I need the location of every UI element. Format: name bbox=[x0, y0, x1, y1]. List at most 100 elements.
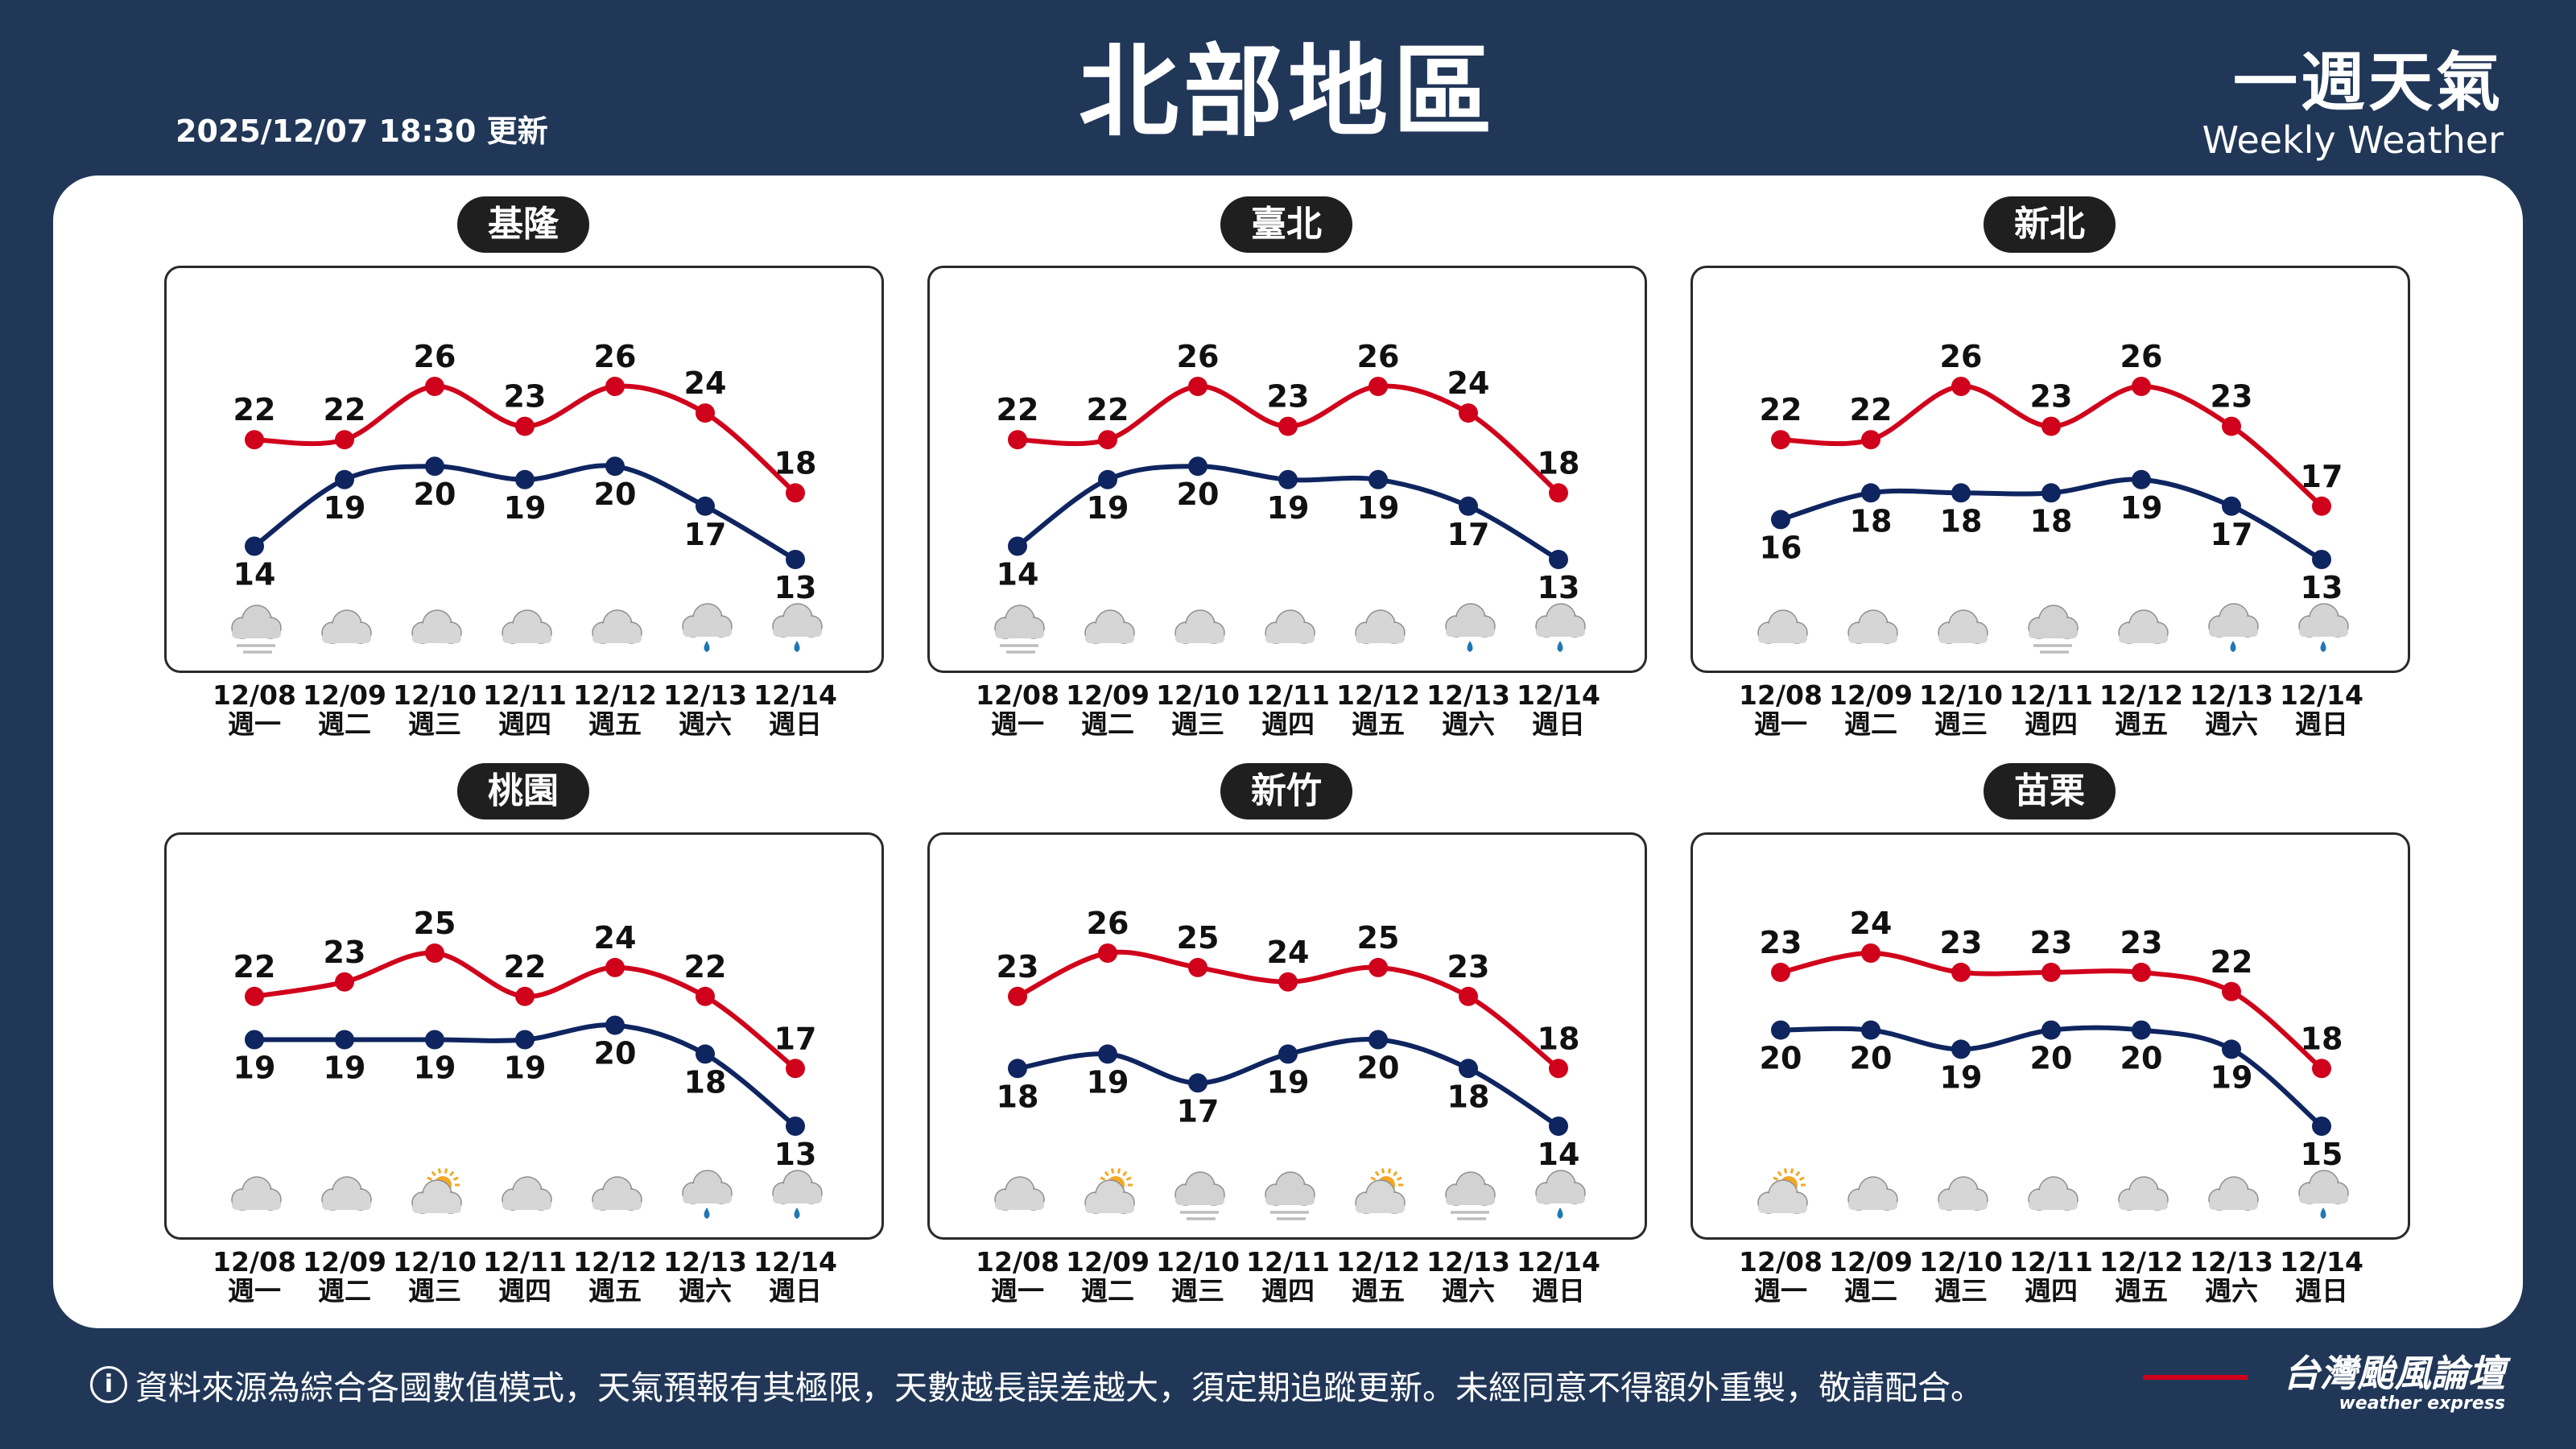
page-title: 北部地區 bbox=[1078, 35, 1497, 151]
rain-icon bbox=[772, 1170, 823, 1219]
low-temp-point bbox=[245, 1030, 264, 1050]
cloudy-icon bbox=[1265, 609, 1315, 644]
cloudy-icon bbox=[1847, 609, 1898, 644]
date-label: 12/13 bbox=[2190, 1246, 2273, 1278]
weekday-label: 週日 bbox=[2295, 708, 2348, 740]
low-temp-point bbox=[2132, 469, 2151, 489]
low-temp-point bbox=[1459, 496, 1478, 516]
day-label: 12/11 週四 bbox=[1240, 681, 1336, 739]
high-temp-label: 26 bbox=[414, 339, 456, 374]
date-label: 12/14 bbox=[1517, 1246, 1600, 1278]
low-temp-label: 19 bbox=[1940, 1059, 1983, 1095]
weekday-label: 週三 bbox=[1171, 1275, 1224, 1307]
temperature-chart: 22 22 26 23 26 24 18 14 19 20 19 20 17 13 bbox=[231, 339, 823, 654]
day-label: 12/12 週五 bbox=[567, 1248, 663, 1306]
weekday-label: 週五 bbox=[2115, 1275, 2168, 1307]
low-temp-point bbox=[2041, 483, 2061, 503]
footer-notice: i 資料來源為綜合各國數值模式，天氣預報有其極限，天數越長誤差越大，須定期追蹤更新… bbox=[90, 1360, 1984, 1409]
weekday-label: 週四 bbox=[498, 1275, 551, 1307]
high-temp-label: 18 bbox=[2301, 1021, 2343, 1056]
day-label: 12/12 週五 bbox=[2093, 1248, 2190, 1306]
high-temp-point bbox=[245, 430, 264, 450]
weekday-label: 週一 bbox=[1754, 1275, 1807, 1307]
date-label: 12/11 bbox=[2009, 1246, 2093, 1278]
low-temp-point bbox=[515, 469, 535, 489]
cloudy-icon bbox=[2118, 1176, 2169, 1211]
low-temp-point bbox=[2312, 550, 2331, 569]
day-label: 12/13 週六 bbox=[1420, 681, 1517, 739]
high-temp-label: 26 bbox=[1940, 339, 1983, 374]
low-temp-label: 16 bbox=[1760, 530, 1802, 565]
day-label: 12/08 週一 bbox=[969, 1248, 1066, 1306]
date-label: 12/08 bbox=[976, 679, 1059, 711]
low-temp-label: 19 bbox=[504, 490, 547, 526]
date-label: 12/14 bbox=[2280, 679, 2363, 711]
low-temp-point bbox=[605, 456, 625, 477]
high-temp-label: 26 bbox=[1357, 339, 1400, 374]
high-temp-label: 26 bbox=[594, 339, 637, 374]
partly-sunny-icon bbox=[1757, 1168, 1808, 1214]
date-label: 12/13 bbox=[663, 1246, 747, 1278]
low-temp-label: 19 bbox=[1267, 1064, 1310, 1100]
chart-frame bbox=[164, 266, 884, 673]
high-temp-point bbox=[2222, 981, 2241, 1001]
cloudy-icon bbox=[2118, 609, 2169, 644]
low-temp-label: 14 bbox=[997, 557, 1039, 592]
low-temp-point bbox=[696, 1044, 715, 1064]
fog-icon bbox=[2028, 605, 2079, 654]
low-temp-point bbox=[1008, 1059, 1027, 1079]
day-label: 12/08 週一 bbox=[1732, 1248, 1829, 1306]
low-temp-label: 18 bbox=[1447, 1079, 1490, 1114]
temperature-chart: 23 26 25 24 25 23 18 18 19 17 19 20 18 14 bbox=[994, 906, 1586, 1220]
high-temp-label: 22 bbox=[684, 949, 727, 985]
weekday-label: 週六 bbox=[679, 708, 732, 740]
day-label: 12/09 週二 bbox=[296, 681, 393, 739]
high-temp-point bbox=[605, 957, 625, 977]
fog-icon bbox=[1265, 1171, 1315, 1220]
high-temp-point bbox=[2312, 496, 2331, 516]
high-temp-label: 18 bbox=[1538, 445, 1580, 481]
low-temp-point bbox=[425, 456, 444, 477]
high-temp-label: 22 bbox=[324, 392, 366, 427]
low-temp-point bbox=[1549, 550, 1568, 569]
date-label: 12/10 bbox=[393, 1246, 477, 1278]
temperature-chart: 22 22 26 23 26 24 18 14 19 20 19 19 17 13 bbox=[994, 339, 1586, 654]
low-temp-label: 19 bbox=[2211, 1059, 2253, 1095]
high-temp-point bbox=[245, 986, 264, 1006]
date-label: 12/11 bbox=[483, 1246, 567, 1278]
cloudy-icon bbox=[2028, 1176, 2079, 1211]
date-label: 12/13 bbox=[1426, 679, 1510, 711]
high-temp-point bbox=[1861, 943, 1880, 963]
day-label: 12/09 週二 bbox=[296, 1248, 393, 1306]
date-label: 12/11 bbox=[483, 679, 567, 711]
date-label: 12/12 bbox=[573, 1246, 657, 1278]
high-temp-label: 22 bbox=[504, 949, 547, 985]
day-label: 12/09 週二 bbox=[1823, 1248, 1919, 1306]
cloudy-icon bbox=[1938, 609, 1988, 644]
temperature-chart: 23 24 23 23 23 22 18 20 20 19 20 20 19 15 bbox=[1757, 906, 2349, 1219]
high-temp-point bbox=[515, 416, 535, 436]
low-temp-label: 19 bbox=[233, 1051, 276, 1086]
high-temp-point bbox=[515, 986, 535, 1006]
weekday-label: 週一 bbox=[1754, 708, 1807, 740]
date-label: 12/09 bbox=[303, 1246, 386, 1278]
cloudy-icon bbox=[502, 1176, 552, 1211]
low-temp-point bbox=[1188, 456, 1208, 477]
low-temp-label: 20 bbox=[594, 477, 637, 512]
high-temp-label: 23 bbox=[1760, 925, 1802, 960]
low-temp-point bbox=[1861, 483, 1880, 503]
date-label: 12/09 bbox=[1829, 1246, 1913, 1278]
day-label: 12/14 週日 bbox=[1510, 1248, 1607, 1306]
low-temp-label: 13 bbox=[774, 570, 817, 605]
day-label: 12/10 週三 bbox=[1150, 681, 1246, 739]
date-label: 12/08 bbox=[1739, 679, 1823, 711]
low-temp-label: 13 bbox=[1538, 570, 1580, 605]
weekday-label: 週一 bbox=[228, 708, 281, 740]
high-temp-point bbox=[1008, 986, 1027, 1006]
day-label: 12/09 週二 bbox=[1059, 1248, 1156, 1306]
day-label: 12/14 週日 bbox=[747, 681, 844, 739]
rain-icon bbox=[772, 603, 823, 652]
low-temp-point bbox=[425, 1030, 444, 1050]
day-label: 12/08 週一 bbox=[1732, 681, 1829, 739]
low-temp-label: 14 bbox=[1538, 1137, 1580, 1172]
